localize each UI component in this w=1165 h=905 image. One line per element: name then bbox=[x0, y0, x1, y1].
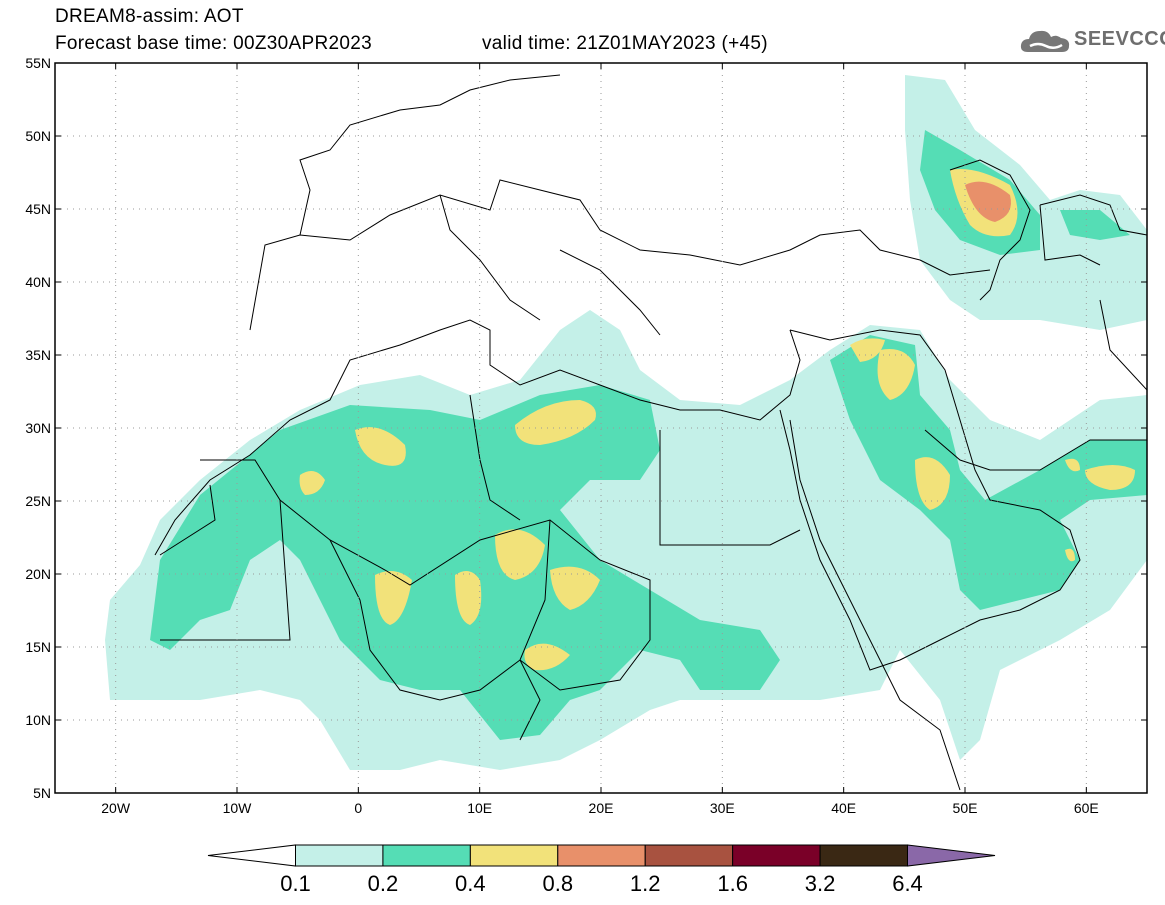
lat-tick-label: 30N bbox=[25, 420, 51, 436]
lat-tick-label: 25N bbox=[25, 493, 51, 509]
lon-tick-label: 10E bbox=[467, 800, 492, 816]
graticule bbox=[55, 63, 1147, 793]
country-borders bbox=[154, 74, 1147, 791]
aot-level-0.8 bbox=[965, 181, 1011, 222]
colorbar-label: 1.2 bbox=[629, 871, 661, 896]
lon-tick-label: 20W bbox=[101, 800, 131, 816]
axis-ticks bbox=[55, 62, 1147, 794]
lon-tick-label: 40E bbox=[831, 800, 856, 816]
colorbar-under-triangle bbox=[207, 844, 296, 867]
lon-tick-label: 0 bbox=[354, 800, 362, 816]
colorbar-segment bbox=[819, 844, 908, 867]
cloud-icon bbox=[1020, 30, 1070, 52]
lat-tick-label: 15N bbox=[25, 639, 51, 655]
lat-tick-label: 20N bbox=[25, 566, 51, 582]
lon-tick-label: 20E bbox=[589, 800, 614, 816]
colorbar bbox=[207, 844, 996, 867]
lat-tick-label: 10N bbox=[25, 712, 51, 728]
colorbar-label: 0.8 bbox=[542, 871, 574, 896]
lon-tick-label: 10W bbox=[223, 800, 253, 816]
colorbar-over-triangle bbox=[907, 844, 996, 867]
colorbar-segment bbox=[469, 844, 559, 867]
valid-time: valid time: 21Z01MAY2023 (+45) bbox=[482, 33, 768, 54]
lat-labels: 5N 10N 15N 20N 25N 30N 35N 40N 45N 50N 55N bbox=[25, 55, 51, 801]
lon-labels: 20W 10W 0 10E 20E 30E 40E 50E 60E bbox=[101, 800, 1099, 816]
lon-tick-label: 30E bbox=[710, 800, 735, 816]
colorbar-segment bbox=[295, 844, 384, 867]
colorbar-segment bbox=[557, 844, 646, 867]
colorbar-label: 3.2 bbox=[804, 871, 836, 896]
lat-tick-label: 5N bbox=[33, 785, 51, 801]
colorbar-segment bbox=[382, 844, 471, 867]
colorbar-label: 0.1 bbox=[280, 871, 311, 896]
product-title: DREAM8-assim: AOT bbox=[55, 6, 244, 27]
lat-tick-label: 35N bbox=[25, 347, 51, 363]
colorbar-label: 1.6 bbox=[717, 871, 748, 896]
lat-tick-label: 50N bbox=[25, 128, 51, 144]
colorbar-segment bbox=[732, 844, 821, 867]
aot-level-0.4 bbox=[299, 169, 1135, 671]
colorbar-label: 0.2 bbox=[367, 871, 399, 896]
lat-tick-label: 45N bbox=[25, 201, 51, 217]
lat-tick-label: 55N bbox=[25, 55, 51, 71]
colorbar-segment bbox=[644, 844, 734, 867]
aot-field bbox=[105, 75, 1147, 770]
base-time: Forecast base time: 00Z30APR2023 bbox=[55, 33, 372, 54]
lon-tick-label: 60E bbox=[1074, 800, 1099, 816]
lat-tick-label: 40N bbox=[25, 274, 51, 290]
logo-text: SEEVCCC bbox=[1074, 28, 1165, 50]
colorbar-label: 6.4 bbox=[892, 871, 923, 896]
lon-tick-label: 50E bbox=[953, 800, 978, 816]
seevccc-logo: SEEVCCC bbox=[1018, 24, 1165, 58]
colorbar-label: 0.4 bbox=[455, 871, 486, 896]
